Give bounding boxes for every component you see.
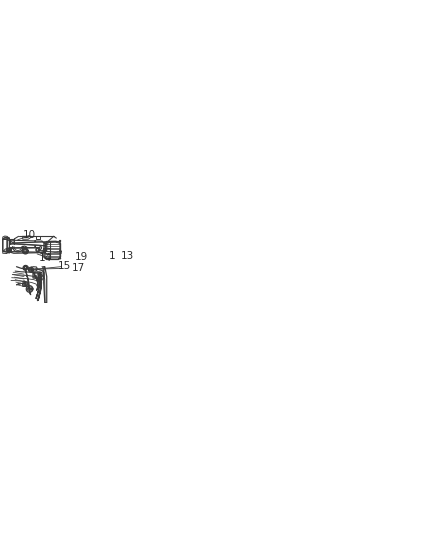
- Text: 17: 17: [71, 263, 85, 273]
- Text: 1: 1: [108, 251, 115, 261]
- Text: 10: 10: [23, 230, 36, 240]
- Text: 19: 19: [74, 252, 88, 262]
- Text: 13: 13: [121, 251, 134, 261]
- Text: 14: 14: [38, 254, 51, 263]
- Text: 15: 15: [58, 261, 71, 271]
